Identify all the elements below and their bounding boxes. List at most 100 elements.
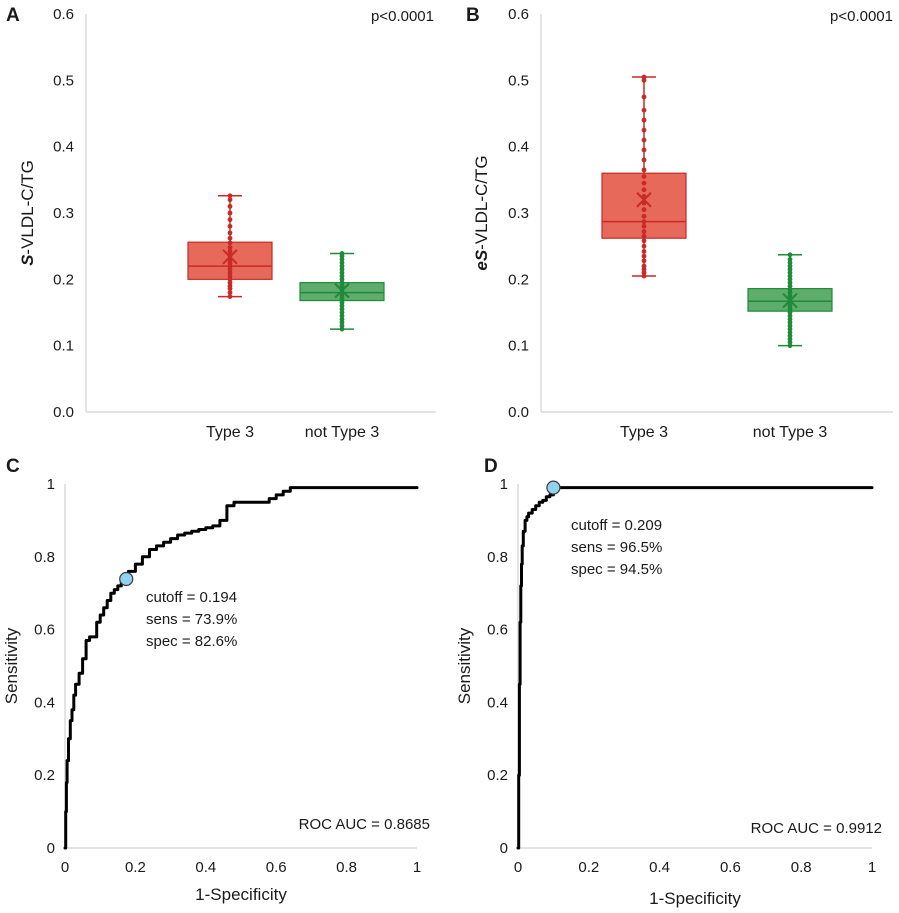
data-point	[339, 270, 345, 276]
y-tick-label: 0.0	[53, 404, 74, 421]
data-point	[227, 290, 233, 295]
category-label: Type 3	[206, 424, 254, 441]
data-point	[787, 336, 793, 342]
x-tick-label: 0.4	[195, 859, 216, 876]
y-tick-label: 0.4	[487, 694, 508, 711]
data-point	[339, 266, 345, 272]
y-tick-label: 0.4	[508, 139, 529, 156]
y-axis-label: S-VLDL-C/TG	[18, 160, 37, 266]
data-point	[641, 117, 647, 123]
data-point	[641, 157, 647, 163]
x-tick-label: 0.2	[125, 859, 146, 876]
box-series-type-3	[187, 193, 273, 299]
data-point	[227, 283, 233, 289]
data-point	[641, 77, 647, 83]
y-tick-label: 0.6	[34, 622, 55, 639]
data-point	[787, 313, 793, 319]
data-point	[227, 217, 233, 223]
data-point	[339, 303, 345, 309]
y-axis-label-suffix: -VLDL-C/TG	[472, 155, 491, 249]
data-point	[787, 273, 793, 279]
data-point	[641, 187, 647, 193]
cutoff-annotation-line: cutoff = 0.194	[146, 589, 237, 606]
data-point	[339, 273, 345, 279]
y-tick-label: 0	[47, 840, 55, 857]
data-point	[339, 293, 345, 299]
y-tick-label: 0.2	[53, 271, 74, 288]
y-tick-label: 0	[500, 840, 508, 857]
data-point	[641, 249, 647, 254]
data-point	[339, 320, 345, 325]
mean-marker-b	[636, 192, 652, 208]
y-tick-label: 0.6	[487, 622, 508, 639]
y-axis-label: Sensitivity	[455, 627, 474, 704]
data-point	[641, 253, 647, 259]
y-tick-label: 0.5	[53, 72, 74, 89]
data-point	[787, 316, 793, 322]
category-label: not Type 3	[753, 424, 828, 441]
data-point	[339, 323, 345, 329]
data-point	[787, 326, 793, 332]
category-label: Type 3	[620, 424, 668, 441]
data-point	[787, 257, 793, 262]
data-point	[787, 333, 793, 339]
y-tick-label: 0.2	[34, 767, 55, 784]
y-tick-label: 0.4	[53, 139, 74, 156]
data-point	[339, 251, 345, 256]
panel-a-boxplot: A 0.0 0.1 0.2 0.3 0.4 0.5 0.6 S-VLDL-C/TG p<0.000…	[6, 5, 436, 441]
data-point	[227, 245, 233, 250]
data-point	[641, 180, 647, 186]
data-point	[641, 107, 647, 113]
data-point	[787, 339, 793, 345]
data-point	[641, 263, 647, 269]
data-point	[227, 193, 233, 199]
data-point	[787, 252, 793, 258]
data-point	[787, 276, 793, 282]
panel-letter: D	[484, 456, 498, 477]
data-point	[641, 266, 647, 272]
y-axis-label: Sensitivity	[2, 627, 21, 704]
data-point	[787, 310, 793, 315]
x-axis-label: 1-Specificity	[195, 885, 287, 904]
data-point	[787, 286, 793, 292]
data-point	[227, 210, 233, 216]
x-tick-label: 0.8	[336, 859, 357, 876]
x-tick-label: 1	[868, 859, 876, 876]
data-point	[641, 273, 647, 279]
data-point	[787, 283, 793, 289]
data-point	[227, 270, 233, 276]
cutoff-annotation-line: spec = 94.5%	[571, 561, 662, 578]
x-tick-label: 0.4	[649, 859, 670, 876]
data-point	[641, 94, 647, 100]
data-point	[227, 249, 233, 254]
y-axis-label-suffix: -VLDL-C/TG	[18, 160, 37, 254]
p-value-annotation: p<0.0001	[371, 8, 434, 25]
y-axis-label: eS-VLDL-C/TG	[472, 155, 491, 270]
data-point	[227, 294, 233, 299]
roc-auc-label: ROC AUC = 0.8685	[299, 816, 430, 833]
data-point	[227, 280, 233, 286]
box-series-type-3	[601, 74, 687, 279]
y-tick-label: 0.3	[508, 205, 529, 222]
category-label: not Type 3	[305, 424, 380, 441]
data-point	[339, 263, 345, 269]
x-tick-label: 1	[413, 859, 421, 876]
data-point	[227, 276, 233, 282]
roc-auc-label: ROC AUC = 0.9912	[751, 820, 882, 837]
y-axis-label-prefix: S	[18, 254, 37, 266]
data-point	[339, 283, 345, 289]
data-point	[227, 266, 233, 272]
x-tick-label: 0	[61, 859, 69, 876]
data-point	[641, 243, 647, 249]
y-tick-label: 0.5	[508, 72, 529, 89]
data-point	[227, 273, 233, 279]
data-point	[787, 260, 793, 266]
data-point	[641, 219, 647, 225]
data-point	[339, 257, 345, 262]
data-point	[339, 280, 345, 286]
cutoff-annotation-line: sens = 96.5%	[571, 539, 662, 556]
data-point	[641, 229, 647, 234]
data-point	[641, 270, 647, 276]
x-tick-label: 0	[514, 859, 522, 876]
